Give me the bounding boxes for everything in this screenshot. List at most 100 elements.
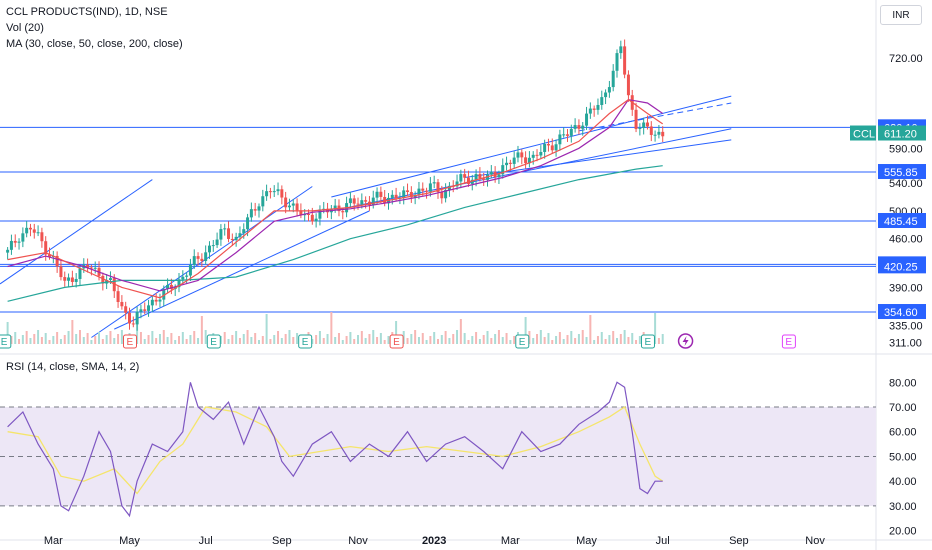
candle-body xyxy=(436,182,440,192)
candle-body xyxy=(661,131,665,137)
volume-bar xyxy=(574,338,577,344)
volume-bar xyxy=(478,339,481,344)
volume-bar xyxy=(337,333,340,344)
level-price-tag xyxy=(878,164,926,180)
volume-bar xyxy=(505,333,508,344)
candle-body xyxy=(127,312,131,324)
earnings-marker-label: E xyxy=(644,337,651,348)
candle-body xyxy=(150,299,154,306)
volume-bar xyxy=(631,333,634,344)
volume-bar xyxy=(417,337,420,344)
volume-bar xyxy=(494,334,497,344)
candle-body xyxy=(154,299,158,302)
candle-body xyxy=(204,252,208,262)
earnings-marker-label: E xyxy=(126,337,133,348)
candle-body xyxy=(360,200,364,205)
earnings-marker-label: E xyxy=(519,337,526,348)
candle-body xyxy=(287,205,291,208)
time-axis-label: Jul xyxy=(656,535,670,547)
volume-bar xyxy=(174,340,177,344)
volume-bar xyxy=(86,333,89,344)
volume-bar xyxy=(536,334,539,344)
rsi-band-fill xyxy=(0,407,876,506)
volume-bar xyxy=(25,331,28,344)
volume-bar xyxy=(616,338,619,344)
candle-body xyxy=(158,299,162,302)
volume-bar xyxy=(90,340,93,344)
volume-bar xyxy=(448,338,451,344)
candle-body xyxy=(295,203,299,211)
earnings-marker xyxy=(389,334,404,349)
volume-bar xyxy=(113,338,116,344)
volume-bar xyxy=(539,330,542,344)
volume-bar xyxy=(143,339,146,344)
candle-body xyxy=(108,278,112,280)
volume-bar xyxy=(593,340,596,344)
candle-body xyxy=(124,306,128,313)
volume-bar xyxy=(257,340,260,344)
volume-bar xyxy=(200,316,203,344)
candle-body xyxy=(383,196,387,204)
candle-body xyxy=(21,233,25,242)
rsi-axis-tick: 80.00 xyxy=(889,377,917,389)
volume-bar xyxy=(482,335,485,344)
candle-body xyxy=(615,53,619,71)
candle-body xyxy=(253,209,257,211)
volume-bar xyxy=(433,332,436,344)
time-axis-label: 2023 xyxy=(422,535,446,547)
candle-body xyxy=(604,92,608,98)
volume-bar xyxy=(452,334,455,344)
rsi-axis-tick: 30.00 xyxy=(889,501,917,513)
candle-body xyxy=(459,174,463,182)
level-price-tag-text: 555.85 xyxy=(884,167,918,179)
candle-body xyxy=(497,174,501,178)
volume-bar xyxy=(40,337,43,344)
volume-bar xyxy=(250,337,253,344)
volume-bar xyxy=(136,318,139,344)
price-axis-tick: 311.00 xyxy=(889,337,922,349)
candle-body xyxy=(147,305,151,311)
earnings-marker-label: E xyxy=(393,337,400,348)
candle-body xyxy=(364,200,368,202)
volume-bar xyxy=(242,334,245,344)
volume-bar xyxy=(456,330,459,344)
volume-bar xyxy=(101,339,104,344)
candle-body xyxy=(653,134,657,136)
volume-bar xyxy=(349,332,352,344)
candle-body xyxy=(93,267,97,269)
candle-body xyxy=(268,191,272,193)
candle-body xyxy=(543,143,547,152)
volume-bar xyxy=(623,330,626,344)
price-axis-tick: 335.00 xyxy=(889,321,923,333)
volume-bar xyxy=(265,314,268,344)
volume-bar xyxy=(585,337,588,344)
candle-body xyxy=(207,245,211,253)
volume-bar xyxy=(471,336,474,344)
candle-body xyxy=(215,239,219,246)
volume-bar xyxy=(376,337,379,344)
rsi-axis-tick: 50.00 xyxy=(889,451,917,463)
volume-bar xyxy=(227,339,230,344)
volume-bar xyxy=(661,334,664,344)
candle-body xyxy=(261,196,265,207)
volume-bar xyxy=(261,336,264,344)
candle-body xyxy=(505,162,509,166)
currency-button[interactable]: INR xyxy=(880,5,922,25)
level-price-tag-text: 420.25 xyxy=(884,261,918,273)
level-price-tag-text: 354.60 xyxy=(884,307,918,319)
volume-bar xyxy=(94,336,97,344)
candle-body xyxy=(166,284,170,289)
candle-body xyxy=(32,229,36,233)
volume-bar xyxy=(158,334,161,344)
candle-body xyxy=(219,229,223,240)
volume-bar xyxy=(10,336,13,344)
candle-body xyxy=(642,122,646,129)
candle-body xyxy=(352,198,356,204)
candle-body xyxy=(6,249,10,253)
candle-body xyxy=(299,210,303,216)
trend-line xyxy=(331,95,732,198)
volume-bar xyxy=(368,334,371,344)
volume-bar xyxy=(440,335,443,344)
volume-bar xyxy=(497,330,500,344)
